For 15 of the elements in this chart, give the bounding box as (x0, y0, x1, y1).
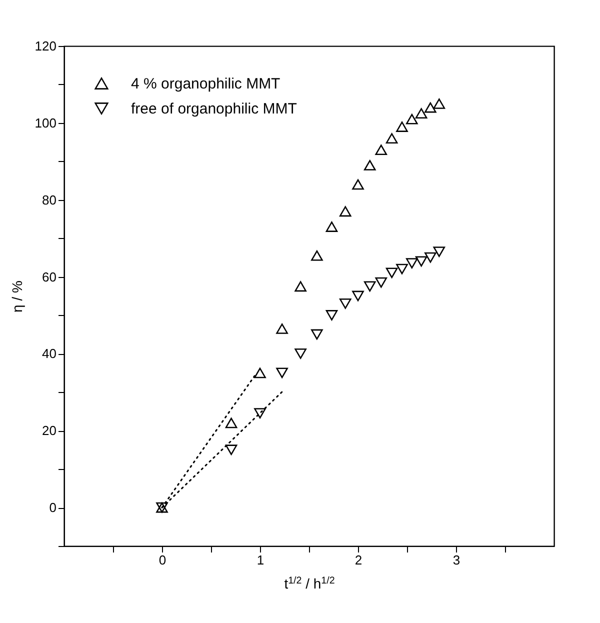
y-tick-label: 100 (34, 115, 56, 130)
y-tick-label: 40 (42, 346, 56, 362)
legend-label: free of organophilic MMT (131, 100, 297, 118)
y-tick-label: 20 (42, 423, 56, 438)
y-tick-label: 120 (34, 38, 56, 54)
y-axis-title: η / % (8, 280, 25, 312)
x-tick-label: 1 (256, 552, 264, 568)
x-tick-label: 0 (158, 552, 166, 568)
y-tick-label: 80 (42, 192, 56, 208)
y-tick-label: 60 (42, 269, 56, 284)
x-axis-title: t$^{1/2}$ / h$^{1/2}$ (284, 575, 335, 592)
x-tick-label: 3 (452, 552, 460, 568)
legend-label: 4 % organophilic MMT (131, 76, 280, 92)
y-tick-label: 0 (49, 500, 56, 516)
x-tick-label: 2 (354, 552, 362, 568)
